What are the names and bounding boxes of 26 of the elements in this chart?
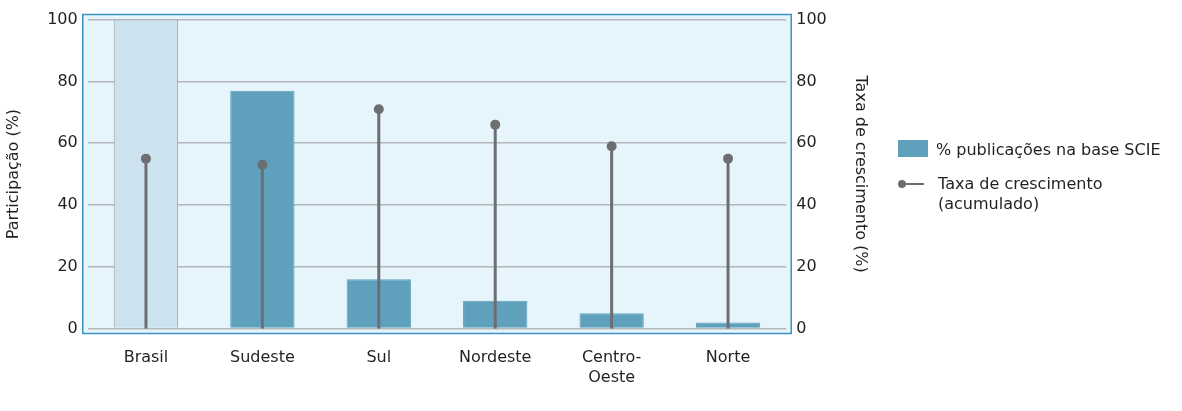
- y-tick-label: 80: [57, 70, 78, 90]
- y-tick-label: 0: [67, 317, 78, 337]
- legend-label: Taxa de crescimento (acumulado): [938, 174, 1104, 214]
- y2-tick-label: 40: [796, 194, 817, 214]
- x-tick-label: Sul: [366, 347, 392, 367]
- y2-tick-label: 100: [796, 8, 827, 28]
- x-tick-label: Brasil: [123, 347, 169, 367]
- y2-tick-label: 20: [796, 255, 817, 275]
- x-tick-label: Centro-Oeste: [581, 347, 642, 386]
- legend-label: % publicações na base SCIE: [936, 140, 1161, 160]
- y2-axis-title: Taxa de crescimento (%): [852, 74, 872, 273]
- x-tick-label: Norte: [705, 347, 751, 367]
- bar: [346, 279, 411, 328]
- bar: [579, 313, 644, 328]
- x-tick-label: Nordeste: [458, 347, 532, 367]
- y2-tick-label: 0: [796, 317, 807, 337]
- y2-tick-label: 80: [796, 70, 817, 90]
- y-tick-label: 100: [47, 8, 78, 28]
- x-tick-label: Sudeste: [229, 347, 295, 367]
- y-tick-label: 40: [57, 194, 78, 214]
- y-tick-label: 60: [57, 132, 78, 152]
- y-tick-label: 20: [57, 255, 78, 275]
- bar: [463, 300, 528, 328]
- bar: [230, 90, 295, 328]
- y-axis-title: Participação (%): [2, 108, 22, 240]
- y2-tick-label: 60: [796, 132, 817, 152]
